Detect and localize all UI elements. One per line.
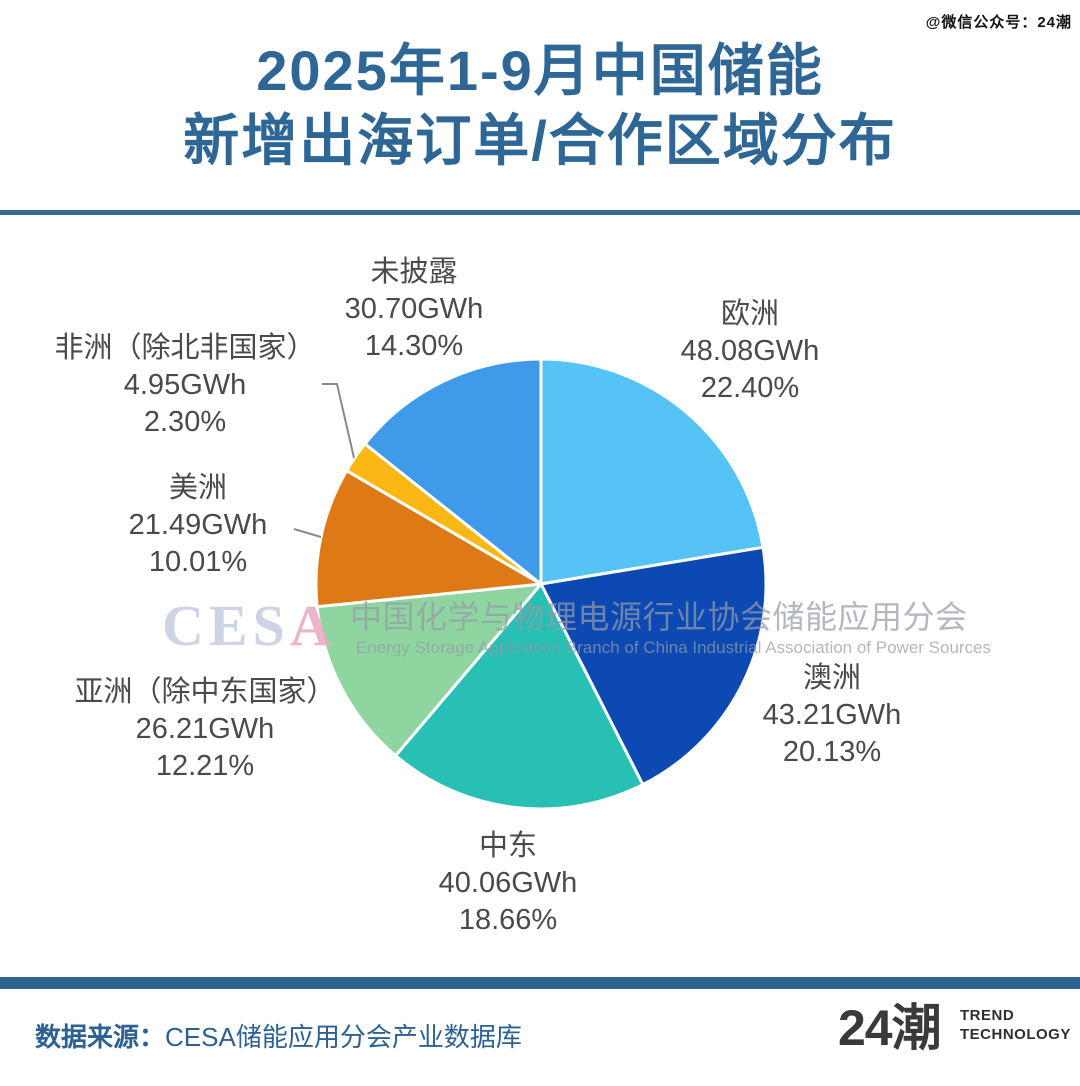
- region-gwh: 48.08GWh: [680, 335, 820, 367]
- cesa-logo-text-accent: A: [289, 593, 337, 658]
- pie-slice-australia: [539, 545, 768, 787]
- wechat-account-tag: @微信公众号：24潮: [925, 14, 1072, 31]
- region-name: 澳洲: [802, 662, 861, 694]
- region-name: 未披露: [370, 256, 458, 288]
- region-percent: 10.01%: [148, 546, 248, 578]
- region-percent: 2.30%: [143, 406, 227, 438]
- page-title-line2: 新增出海订单/合作区域分布: [183, 109, 897, 172]
- title-divider-rule: [0, 210, 1080, 215]
- region-gwh: 30.70GWh: [344, 293, 484, 325]
- region-percent: 20.13%: [782, 736, 882, 768]
- region-percent: 18.66%: [458, 904, 558, 936]
- data-source-line: 数据来源：CESA储能应用分会产业数据库: [35, 1017, 522, 1054]
- footer-divider-bar: [0, 977, 1080, 989]
- pie-slice-europe: [539, 357, 765, 586]
- region-name: 中东: [478, 830, 537, 862]
- region-percent: 14.30%: [364, 330, 464, 362]
- page-title: 2025年1-9月中国储能 新增出海订单/合作区域分布: [0, 36, 1080, 176]
- data-source-label: 数据来源：: [35, 1022, 166, 1052]
- pie-slice-middle-east: [394, 582, 645, 811]
- region-name: 非洲（除北非国家）: [54, 332, 316, 364]
- label-africa: 非洲（除北非国家） 4.95GWh 2.30%: [20, 330, 350, 441]
- data-source-text: CESA储能应用分会产业数据库: [165, 1022, 522, 1052]
- region-gwh: 21.49GWh: [128, 509, 268, 541]
- watermark-chinese-text: 中国化学与物理电源行业协会储能应用分会: [350, 599, 968, 635]
- cesa-logo-text: CES: [162, 593, 290, 658]
- logo-subtitle-line2: TECHNOLOGY: [960, 1026, 1071, 1043]
- region-gwh: 43.21GWh: [762, 699, 902, 731]
- region-gwh: 40.06GWh: [438, 867, 578, 899]
- logo-subtitle-line1: TREND: [960, 1007, 1015, 1024]
- label-undisclosed: 未披露 30.70GWh 14.30%: [264, 254, 564, 365]
- region-gwh: 26.21GWh: [135, 713, 275, 745]
- region-name: 美洲: [168, 472, 227, 504]
- region-percent: 12.21%: [155, 750, 255, 782]
- label-asia: 亚洲（除中东国家） 26.21GWh 12.21%: [35, 674, 375, 785]
- region-percent: 22.40%: [700, 372, 800, 404]
- page-title-line1: 2025年1-9月中国储能: [256, 39, 824, 102]
- region-name: 亚洲（除中东国家）: [74, 676, 336, 708]
- cesa-watermark-logo: CESA: [162, 597, 337, 655]
- 24trend-logo: 24潮: [838, 1000, 942, 1056]
- pie-slices: [314, 357, 768, 811]
- region-gwh: 4.95GWh: [123, 369, 247, 401]
- region-name: 欧洲: [720, 298, 779, 330]
- label-americas: 美洲 21.49GWh 10.01%: [48, 470, 348, 581]
- leader-line-africa: [322, 383, 355, 459]
- pie-slice-undisclosed: [363, 357, 543, 586]
- 24trend-logo-subtitle: TREND TECHNOLOGY: [960, 1006, 1071, 1044]
- label-europe: 欧洲 48.08GWh 22.40%: [600, 296, 900, 407]
- label-middle-east: 中东 40.06GWh 18.66%: [358, 828, 658, 939]
- watermark-english-text: Energy Storage Application Branch of Chi…: [356, 638, 992, 657]
- label-australia: 澳洲 43.21GWh 20.13%: [682, 660, 982, 771]
- pie-slice-asia: [315, 582, 543, 758]
- leader-line-americas: [293, 528, 322, 538]
